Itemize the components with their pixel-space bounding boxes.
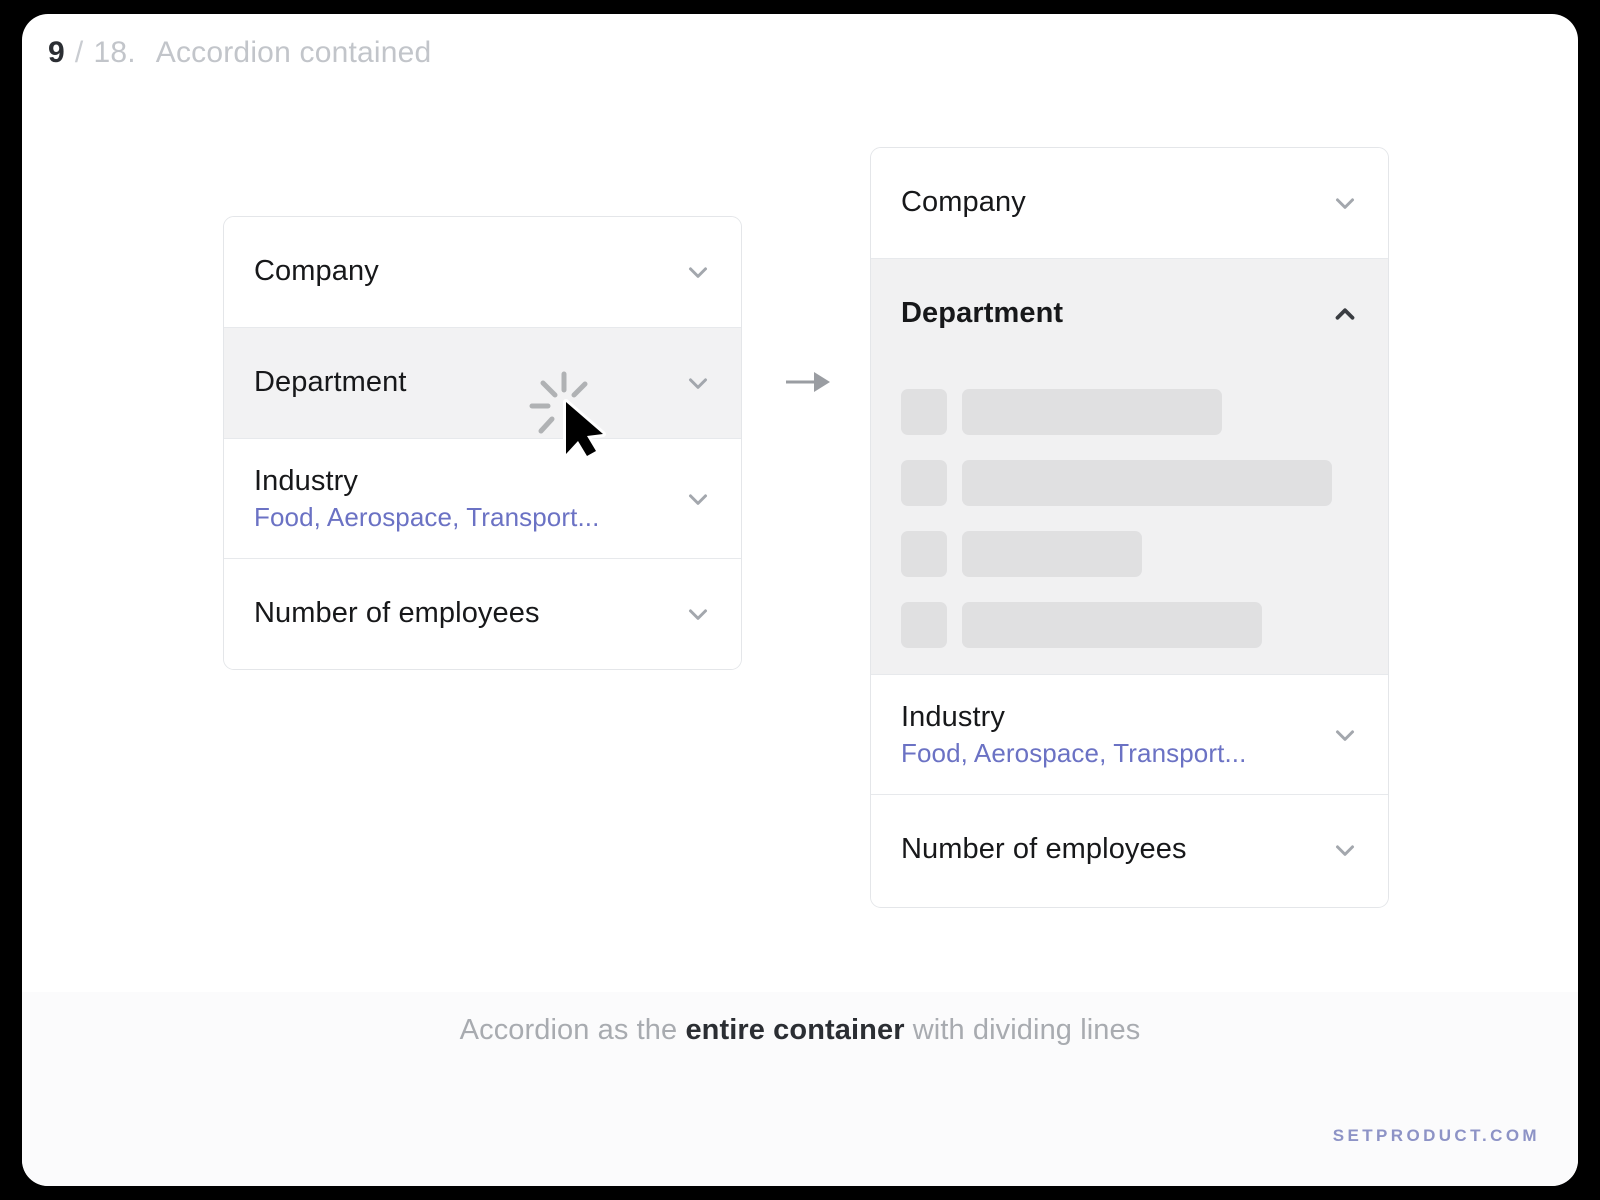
slide-total: 18. xyxy=(93,36,136,69)
accordion-header-industry[interactable]: Industry Food, Aerospace, Transport... xyxy=(224,439,741,558)
accordion-item-label: Company xyxy=(901,186,1026,219)
accordion-item-subtitle: Food, Aerospace, Transport... xyxy=(901,737,1247,768)
accordion-after: Company Department xyxy=(870,147,1389,908)
chevron-down-icon[interactable] xyxy=(1330,188,1360,218)
accordion-header-number-of-employees[interactable]: Number of employees xyxy=(224,559,741,669)
accordion-label-group: Department xyxy=(901,297,1064,330)
slide-separator: / xyxy=(74,36,84,69)
accordion-label-group: Number of employees xyxy=(901,833,1187,866)
accordion-item-label: Company xyxy=(254,255,379,288)
accordion-item-label: Number of employees xyxy=(901,833,1187,866)
accordion-item-label: Industry xyxy=(254,464,358,497)
skeleton-bar xyxy=(962,531,1142,577)
skeleton-checkbox xyxy=(901,602,947,648)
accordion-header-company[interactable]: Company xyxy=(871,148,1388,258)
skeleton-row xyxy=(901,460,1358,506)
accordion-header-industry[interactable]: Industry Food, Aerospace, Transport... xyxy=(871,675,1388,794)
accordion-label-group: Industry Food, Aerospace, Transport... xyxy=(254,464,600,532)
accordion-item-label: Industry xyxy=(901,700,1005,733)
chevron-down-icon[interactable] xyxy=(683,599,713,629)
chevron-down-icon[interactable] xyxy=(1330,720,1360,750)
skeleton-bar xyxy=(962,389,1222,435)
skeleton-bar xyxy=(962,602,1262,648)
accordion-label-group: Number of employees xyxy=(254,597,540,630)
accordion-before: Company Department Industry Food, Aerosp… xyxy=(223,216,742,670)
chevron-down-icon[interactable] xyxy=(683,257,713,287)
slide-frame: 9 / 18. Accordion contained Company Depa… xyxy=(22,14,1578,1186)
skeleton-checkbox xyxy=(901,531,947,577)
caption-prefix: Accordion as the xyxy=(459,1014,686,1046)
accordion-item-industry[interactable]: Industry Food, Aerospace, Transport... xyxy=(224,439,741,559)
skeleton-checkbox xyxy=(901,460,947,506)
page-title: 9 / 18. Accordion contained xyxy=(48,36,431,70)
accordion-item-label: Department xyxy=(901,297,1064,330)
accordion-label-group: Department xyxy=(254,366,407,399)
arrow-right-icon xyxy=(784,366,832,398)
accordion-label-group: Company xyxy=(254,255,379,288)
skeleton-row xyxy=(901,389,1358,435)
accordion-item-department[interactable]: Department xyxy=(871,259,1388,675)
accordion-item-number-of-employees[interactable]: Number of employees xyxy=(224,559,741,669)
chevron-up-icon[interactable] xyxy=(1330,299,1360,329)
chevron-down-icon[interactable] xyxy=(683,484,713,514)
skeleton-row xyxy=(901,602,1358,648)
accordion-item-label: Department xyxy=(254,366,407,399)
accordion-item-subtitle: Food, Aerospace, Transport... xyxy=(254,501,600,532)
skeleton-checkbox xyxy=(901,389,947,435)
accordion-header-department[interactable]: Department xyxy=(871,259,1388,369)
accordion-item-company[interactable]: Company xyxy=(224,217,741,328)
accordion-item-department[interactable]: Department xyxy=(224,328,741,439)
accordion-item-industry[interactable]: Industry Food, Aerospace, Transport... xyxy=(871,675,1388,795)
accordion-item-label: Number of employees xyxy=(254,597,540,630)
caption-emphasis: entire container xyxy=(685,1014,905,1046)
accordion-header-company[interactable]: Company xyxy=(224,217,741,327)
accordion-label-group: Company xyxy=(901,186,1026,219)
chevron-down-icon[interactable] xyxy=(1330,835,1360,865)
accordion-header-number-of-employees[interactable]: Number of employees xyxy=(871,795,1388,905)
slide-title-text: Accordion contained xyxy=(155,36,432,69)
footer-band xyxy=(22,992,1578,1186)
skeleton-row xyxy=(901,531,1358,577)
slide-caption: Accordion as the entire container with d… xyxy=(22,1014,1578,1047)
skeleton-bar xyxy=(962,460,1332,506)
accordion-item-number-of-employees[interactable]: Number of employees xyxy=(871,795,1388,905)
accordion-item-company[interactable]: Company xyxy=(871,148,1388,259)
accordion-label-group: Industry Food, Aerospace, Transport... xyxy=(901,700,1247,768)
slide-number: 9 xyxy=(48,36,65,69)
chevron-down-icon[interactable] xyxy=(683,368,713,398)
accordion-header-department[interactable]: Department xyxy=(224,328,741,438)
accordion-panel-department xyxy=(871,369,1388,674)
caption-suffix: with dividing lines xyxy=(904,1014,1141,1046)
watermark: SETPRODUCT.COM xyxy=(1332,1126,1540,1145)
